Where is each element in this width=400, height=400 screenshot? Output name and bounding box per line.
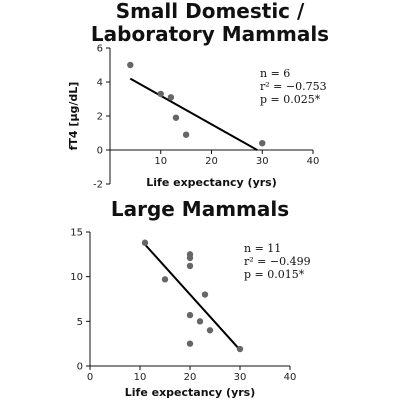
y-tick-label: -2 bbox=[93, 180, 103, 191]
x-tick-label: 20 bbox=[184, 372, 197, 383]
y-tick-label: 10 bbox=[70, 272, 83, 283]
data-point bbox=[172, 114, 180, 121]
y-tick-label: 2 bbox=[97, 112, 103, 123]
data-point bbox=[236, 345, 244, 353]
chart-title: Small Domestic / bbox=[116, 0, 305, 23]
x-tick-label: 10 bbox=[154, 156, 167, 167]
data-point bbox=[186, 311, 194, 319]
x-axis-label: Life expectancy (yrs) bbox=[125, 386, 256, 399]
data-point bbox=[186, 262, 194, 270]
y-tick-label: 5 bbox=[77, 317, 83, 328]
x-tick-label: 40 bbox=[284, 372, 297, 383]
stat-annotation: p = 0.025* bbox=[260, 93, 321, 106]
stat-annotation: n = 11 bbox=[244, 242, 281, 255]
data-point bbox=[157, 90, 164, 98]
y-tick-label: 4 bbox=[97, 78, 103, 89]
x-tick-label: 30 bbox=[234, 372, 247, 383]
stat-annotation: n = 6 bbox=[260, 67, 290, 80]
stat-annotation: r² = −0.499 bbox=[244, 255, 311, 268]
chart-title: Laboratory Mammals bbox=[91, 22, 329, 46]
panel-2: Large Mammals 0 5 10 15 0 10 20 30 40 Life expecta… bbox=[70, 197, 310, 399]
data-point bbox=[141, 239, 149, 246]
chart-title: Large Mammals bbox=[111, 197, 289, 221]
x-axis-label: Life expectancy (yrs) bbox=[146, 176, 277, 189]
y-tick-label: 0 bbox=[77, 362, 83, 373]
data-point bbox=[161, 276, 169, 283]
y-tick-label: 6 bbox=[97, 44, 103, 55]
panel-1: Small Domestic /Laboratory Mammals -2 0 2 4 6… bbox=[67, 0, 329, 191]
x-tick-label: 30 bbox=[256, 156, 269, 167]
y-tick-label: 15 bbox=[70, 228, 83, 239]
data-point bbox=[167, 94, 175, 101]
data-point bbox=[196, 318, 204, 325]
x-tick-label: 40 bbox=[307, 156, 320, 167]
data-point bbox=[186, 254, 194, 262]
y-tick-label: 0 bbox=[97, 146, 103, 157]
y-axis-label: fT4 [μg/dL] bbox=[67, 82, 80, 151]
data-point bbox=[201, 291, 209, 298]
x-tick-label: 0 bbox=[87, 372, 93, 383]
stat-annotation: r² = −0.753 bbox=[260, 80, 327, 93]
data-point bbox=[259, 140, 266, 147]
stat-annotation: p = 0.015* bbox=[244, 268, 305, 281]
regression-line bbox=[144, 243, 241, 351]
regression-line bbox=[129, 77, 258, 151]
data-point bbox=[127, 61, 134, 69]
data-point bbox=[206, 327, 214, 334]
data-point bbox=[182, 131, 190, 138]
data-point bbox=[186, 340, 194, 347]
x-tick-label: 20 bbox=[205, 156, 218, 167]
x-tick-label: 10 bbox=[134, 372, 147, 383]
